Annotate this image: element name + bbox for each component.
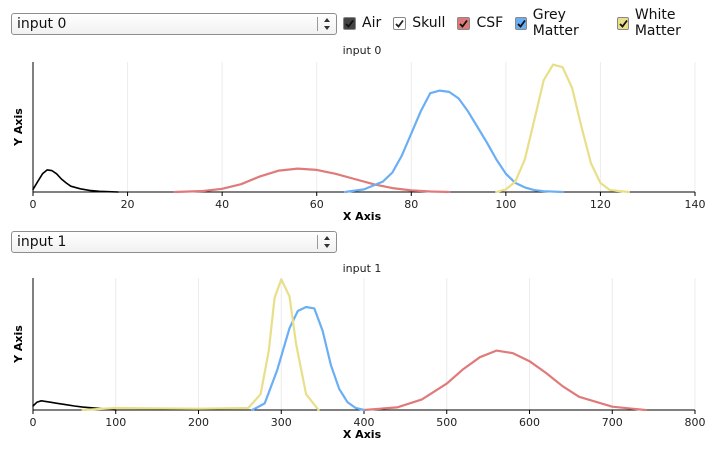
legend-checkbox[interactable] [617, 16, 629, 30]
check-icon [395, 19, 404, 28]
chart-title: input 1 [343, 262, 382, 275]
series-line-csf [173, 167, 451, 194]
series-line-grey [344, 89, 564, 194]
legend-label: Grey Matter [532, 7, 579, 39]
series-line-white [81, 278, 320, 412]
select-separator [317, 235, 318, 249]
x-tick-label: 400 [354, 416, 375, 429]
series-legend: Air Skull CSF Grey Matter White Matter [343, 7, 726, 39]
histogram-chart-1: input 0 0 20 40 60 80 100 120 140 X Axis Y Axis [12, 44, 706, 223]
x-tick-label: 700 [602, 416, 623, 429]
x-tick-label: 20 [121, 198, 135, 211]
x-tick-label: 100 [495, 198, 516, 211]
check-icon [517, 19, 526, 28]
legend-item-csf[interactable]: CSF [457, 15, 503, 31]
x-tick-label: 0 [30, 198, 37, 211]
x-tick-label: 140 [685, 198, 706, 211]
input-select-1-value: input 0 [17, 16, 67, 32]
input-select-2-value: input 1 [17, 234, 67, 250]
select-arrows-icon [324, 236, 330, 248]
check-icon [459, 19, 469, 28]
legend-label: White Matter [634, 7, 681, 39]
series-line-csf [362, 349, 647, 412]
legend-checkbox[interactable] [393, 16, 407, 30]
histogram-chart-2: input 1 0 100 200 300 400 500 600 700 800 X Axis Y … [12, 262, 706, 441]
legend-checkbox[interactable] [343, 16, 356, 30]
legend-item-skull[interactable]: Skull [393, 15, 445, 31]
legend-label: Skull [412, 15, 446, 31]
x-tick-label: 60 [310, 198, 324, 211]
x-tick-label: 300 [271, 416, 292, 429]
legend-checkbox[interactable] [457, 16, 471, 30]
y-axis-title: Y Axis [12, 108, 25, 147]
check-icon [619, 19, 629, 28]
select-separator [317, 17, 318, 31]
x-tick-label: 100 [105, 416, 126, 429]
x-tick-label: 600 [519, 416, 540, 429]
chart-title: input 0 [343, 44, 382, 57]
legend-label: CSF [476, 15, 504, 31]
x-tick-label: 800 [685, 416, 706, 429]
legend-label: Air [362, 15, 382, 31]
legend-item-white-matter[interactable]: White Matter [617, 7, 714, 39]
x-tick-label: 500 [436, 416, 457, 429]
series-line-air [32, 400, 117, 411]
series-line-grey [251, 305, 366, 412]
x-tick-label: 120 [590, 198, 611, 211]
select-arrows-icon [324, 18, 330, 30]
series-line-white [495, 63, 630, 194]
input-select-1[interactable]: input 0 [11, 13, 337, 35]
x-axis-title: X Axis [343, 428, 382, 441]
series-line-air [32, 169, 119, 193]
x-axis-title: X Axis [343, 210, 382, 223]
input-select-2[interactable]: input 1 [11, 231, 337, 253]
x-tick-label: 200 [188, 416, 209, 429]
x-tick-label: 80 [404, 198, 418, 211]
legend-item-air[interactable]: Air [343, 15, 381, 31]
x-tick-label: 40 [215, 198, 229, 211]
check-icon [345, 19, 354, 28]
x-tick-label: 0 [30, 416, 37, 429]
y-axis-title: Y Axis [12, 325, 25, 364]
legend-checkbox[interactable] [515, 16, 527, 30]
legend-item-grey-matter[interactable]: Grey Matter [515, 7, 605, 39]
